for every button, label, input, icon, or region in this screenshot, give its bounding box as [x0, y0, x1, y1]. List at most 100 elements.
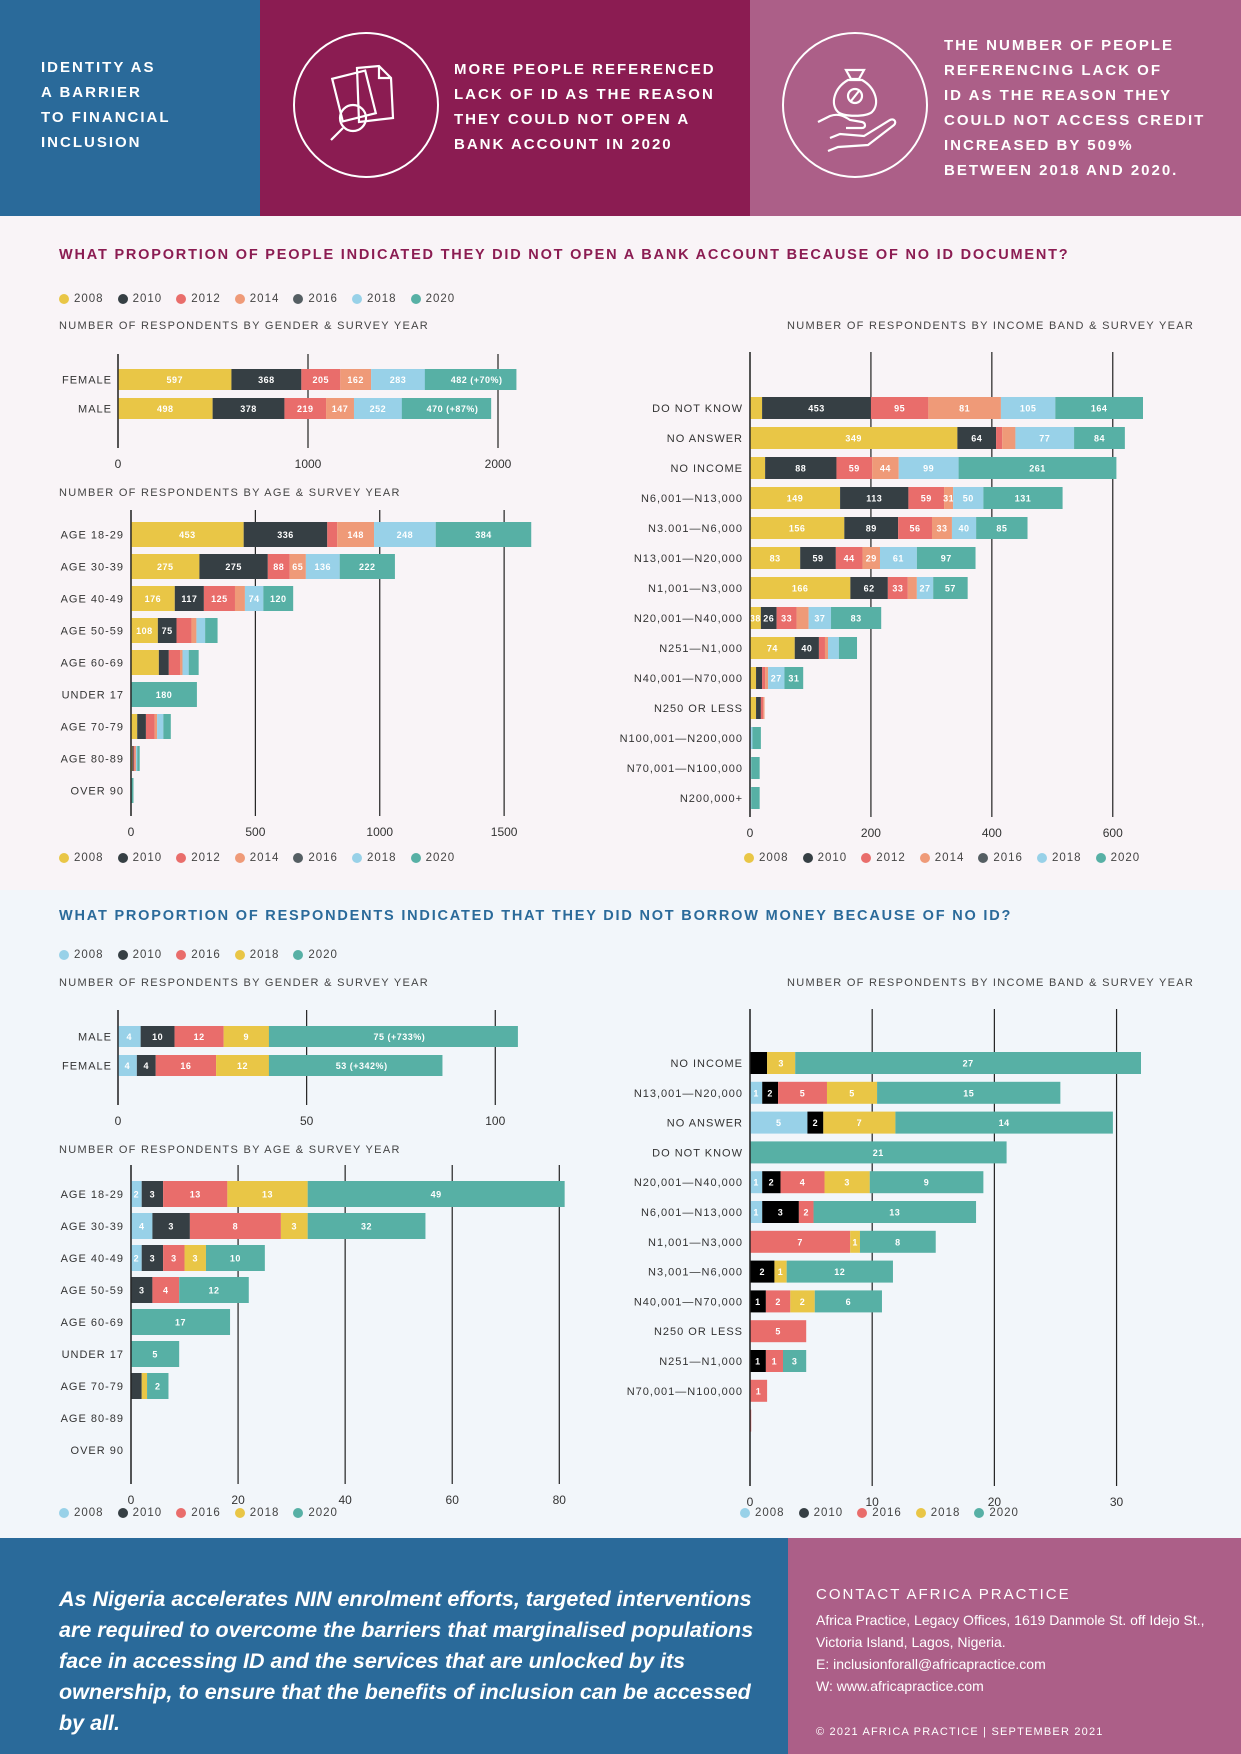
category-label: N1,001—N3,000: [648, 583, 743, 595]
bar-segment: [750, 1260, 775, 1283]
bar-segment: [872, 457, 899, 479]
bar-segment: [189, 1213, 281, 1239]
legend-label: 2020: [425, 293, 456, 305]
x-tick-label: 20: [988, 1495, 1002, 1509]
bar-segment: [184, 1245, 206, 1271]
bar-value-label: 378: [240, 404, 257, 414]
bar-segment: [831, 607, 882, 629]
bar-value-label: 95: [894, 404, 905, 414]
bar-segment: [850, 1230, 860, 1253]
bar-segment: [750, 457, 766, 479]
bar-segment: [776, 607, 797, 629]
legend-swatch: [234, 950, 245, 960]
bar-value-label: 89: [866, 524, 877, 534]
bar-segment: [152, 1277, 180, 1303]
bar-segment: [131, 1341, 180, 1367]
bar-segment: [800, 547, 836, 569]
bar-segment: [763, 697, 765, 719]
bar-segment: [1015, 427, 1075, 449]
bar-row: FEMALE 4 4 16 12 53 (+342%): [62, 1055, 443, 1076]
bar-segment: [836, 457, 873, 479]
x-tick-label: 0: [128, 1493, 135, 1507]
bar-segment: [1002, 427, 1016, 449]
bar-row: N251—N1,000 1 1 3: [659, 1350, 807, 1372]
bar-segment: [807, 1111, 824, 1134]
bar-value-label: 2: [155, 1382, 161, 1392]
bar-segment: [263, 586, 294, 611]
bar-segment: [790, 1290, 815, 1313]
bar-segment: [762, 667, 766, 689]
legend-swatch: [1095, 853, 1106, 863]
legend-item-2010: 2010: [798, 1507, 844, 1519]
bar-segment: [957, 427, 997, 449]
bar-segment: [401, 398, 492, 419]
bar-value-label: 4: [127, 1032, 133, 1042]
credit-legend-top: 2008 2010 2016 2018 2020: [59, 949, 338, 961]
bar-segment: [118, 1026, 141, 1047]
bar-value-label: 108: [136, 626, 153, 636]
legend-item-2012: 2012: [176, 852, 221, 864]
bar-segment: [762, 1201, 799, 1223]
bar-value-label: 7: [797, 1237, 803, 1247]
bar-value-label: 83: [770, 554, 781, 564]
bar-row: N13,001—N20,000 83 59 44 29 61 97: [634, 547, 976, 569]
bar-segment: [958, 457, 1117, 479]
header-block-title: IDENTITY AS A BARRIER TO FINANCIAL INCLU…: [0, 0, 260, 216]
bar-value-label: 368: [258, 375, 275, 385]
bar-row: N20,001—N40,000 1 2 4 3 9: [634, 1171, 984, 1194]
legend-swatch: [857, 1508, 868, 1518]
x-tick-label: 20: [231, 1493, 245, 1507]
bar-segment: [199, 554, 268, 579]
category-label: DO NOT KNOW: [652, 403, 743, 415]
category-label: AGE 70-79: [61, 722, 124, 734]
bar-segment: [931, 517, 952, 539]
legend-swatch: [176, 853, 187, 863]
bar-value-label: 4: [139, 1222, 145, 1232]
legend-label: 2008: [74, 852, 104, 864]
legend-swatch: [234, 853, 245, 863]
bar-value-label: 74: [767, 644, 778, 654]
bar-segment: [824, 637, 828, 659]
bar-segment: [778, 1081, 827, 1104]
legend-swatch: [59, 950, 69, 960]
legend-swatch: [293, 853, 304, 863]
legend-swatch: [234, 1508, 245, 1518]
bar-value-label: 4: [163, 1286, 169, 1296]
legend-label: 2014: [249, 852, 280, 864]
credit_gender-chart: 0 50 100 MALE 4 10 12 9 75 (+733%) FEMALE 4 4 16 12 53…: [62, 1010, 518, 1128]
bar-value-label: 61: [893, 554, 904, 564]
bar-value-label: 3: [792, 1357, 798, 1367]
bar-segment: [760, 607, 777, 629]
category-label: N40,001—N70,000: [634, 1296, 743, 1308]
bar-segment: [145, 714, 155, 739]
legend-item-2020: 2020: [293, 949, 338, 961]
x-tick-label: 400: [982, 826, 1002, 840]
category-label: NO INCOME: [670, 463, 743, 475]
legend-swatch: [234, 294, 245, 304]
bar-row: AGE 80-89: [61, 746, 140, 771]
legend-swatch: [176, 1508, 187, 1518]
bar-value-label: 31: [788, 674, 799, 684]
bar-segment: [774, 1260, 787, 1283]
bar-segment: [750, 397, 763, 419]
bar-segment: [762, 1171, 781, 1194]
category-label: MALE: [78, 404, 112, 416]
contact-email-link[interactable]: E: inclusionforall@africapractice.com: [816, 1656, 1046, 1672]
contact-website-link[interactable]: W: www.africapractice.com: [816, 1678, 984, 1694]
bar-value-label: 6: [846, 1297, 852, 1307]
bar-row: N3.001—N6,000 156 89 56 33 40 85: [648, 517, 1028, 539]
bar-value-label: 88: [273, 562, 284, 572]
bar-value-label: 3: [778, 1208, 784, 1218]
legend-label: 2008: [74, 1507, 104, 1519]
category-label: AGE 80-89: [61, 1413, 124, 1425]
category-label: UNDER 17: [62, 690, 124, 702]
bar-segment: [163, 714, 171, 739]
bar-segment: [862, 547, 880, 569]
bar-row: AGE 50-59 3 4 12: [61, 1277, 249, 1303]
legend-swatch: [59, 294, 69, 304]
bar-segment: [916, 577, 934, 599]
bar-value-label: 275: [157, 562, 174, 572]
bar-segment: [174, 1026, 224, 1047]
bar-segment: [155, 1055, 217, 1076]
bar-segment: [794, 637, 819, 659]
